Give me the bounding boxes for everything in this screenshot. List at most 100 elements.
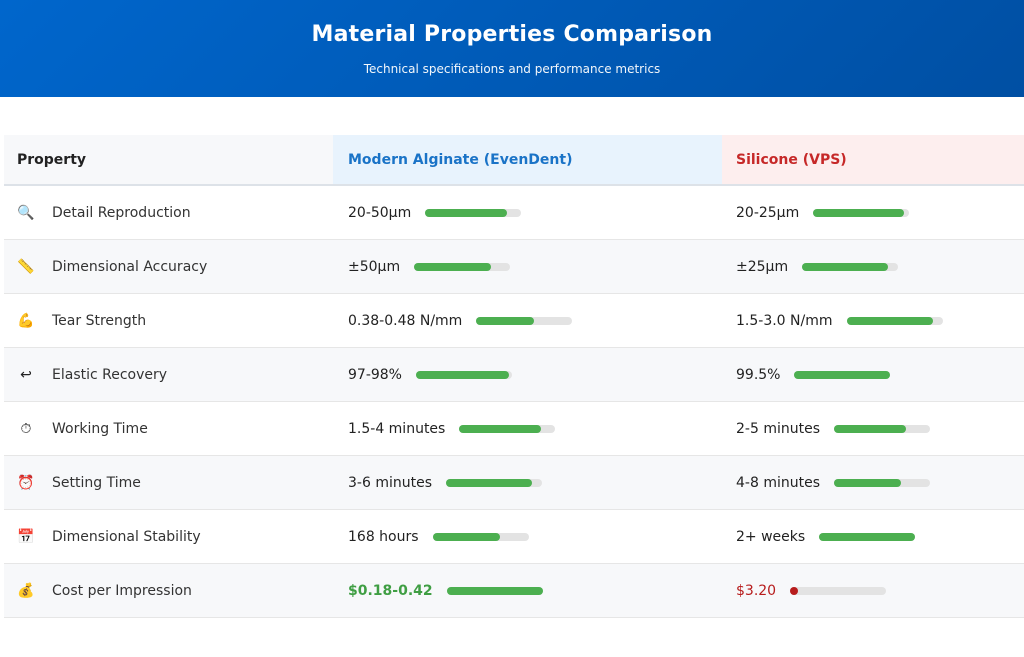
alginate-cell: 168 hours bbox=[333, 510, 722, 563]
alginate-cell: 3-6 minutes bbox=[333, 456, 722, 509]
table-row: ⏱ Working Time 1.5-4 minutes 2-5 minutes bbox=[4, 402, 1024, 456]
table-header-row: Property Modern Alginate (EvenDent) Sili… bbox=[4, 135, 1024, 186]
alginate-cell: 20-50µm bbox=[333, 186, 722, 239]
alginate-score-fill bbox=[446, 586, 543, 595]
alginate-value: 0.38-0.48 N/mm bbox=[348, 312, 463, 329]
alginate-score-fill bbox=[459, 424, 541, 433]
alginate-score-fill bbox=[446, 478, 533, 487]
alginate-score-fill bbox=[414, 262, 491, 271]
silicone-cell: 2-5 minutes bbox=[722, 402, 1024, 455]
alginate-score-bar bbox=[476, 316, 573, 325]
property-cell: ⏰ Setting Time bbox=[4, 456, 333, 509]
property-cell: 💪 Tear Strength bbox=[4, 294, 333, 347]
silicone-score-bar bbox=[794, 370, 891, 379]
magnifier-icon: 🔍 bbox=[17, 204, 35, 221]
silicone-score-bar bbox=[819, 532, 916, 541]
property-cell: ↩ Elastic Recovery bbox=[4, 348, 333, 401]
table-row: ⏰ Setting Time 3-6 minutes 4-8 minutes bbox=[4, 456, 1024, 510]
alginate-score-fill bbox=[425, 208, 507, 217]
page-subtitle: Technical specifications and performance… bbox=[363, 62, 661, 76]
calendar-icon: 📅 bbox=[17, 528, 35, 545]
alginate-value: 168 hours bbox=[348, 528, 419, 545]
alginate-cell: 0.38-0.48 N/mm bbox=[333, 294, 722, 347]
property-cell: 💰 Cost per Impression bbox=[4, 564, 333, 617]
alginate-score-bar bbox=[446, 586, 543, 595]
property-label: Dimensional Accuracy bbox=[52, 258, 208, 275]
silicone-value: 2+ weeks bbox=[736, 528, 806, 545]
alginate-cell: 1.5-4 minutes bbox=[333, 402, 722, 455]
page-title: Material Properties Comparison bbox=[311, 22, 713, 47]
silicone-value: ±25µm bbox=[736, 258, 789, 275]
silicone-cell: ±25µm bbox=[722, 240, 1024, 293]
property-label: Elastic Recovery bbox=[52, 366, 168, 383]
silicone-score-bar bbox=[834, 478, 930, 487]
silicone-score-bar bbox=[790, 586, 887, 595]
alginate-score-bar bbox=[446, 478, 542, 487]
property-label: Cost per Impression bbox=[52, 582, 192, 599]
alginate-cell: ±50µm bbox=[333, 240, 722, 293]
money-bag-icon: 💰 bbox=[17, 582, 35, 599]
silicone-value: 99.5% bbox=[736, 366, 781, 383]
stopwatch-icon: ⏱ bbox=[20, 420, 32, 437]
silicone-cell: 20-25µm bbox=[722, 186, 1024, 239]
table-row: 📅 Dimensional Stability 168 hours 2+ weeks bbox=[4, 510, 1024, 564]
silicone-score-fill bbox=[813, 208, 905, 217]
silicone-score-fill bbox=[794, 370, 891, 379]
silicone-score-fill bbox=[790, 586, 798, 595]
alginate-cell: $0.18-0.42 bbox=[333, 564, 722, 617]
alginate-value: 1.5-4 minutes bbox=[348, 420, 446, 437]
property-label: Setting Time bbox=[52, 474, 141, 491]
alginate-value: 97-98% bbox=[348, 366, 402, 383]
column-header-silicone: Silicone (VPS) bbox=[722, 135, 1024, 184]
table-row: 📏 Dimensional Accuracy ±50µm ±25µm bbox=[4, 240, 1024, 294]
silicone-cell: 99.5% bbox=[722, 348, 1024, 401]
table-row: 💰 Cost per Impression $0.18-0.42 $3.20 bbox=[4, 564, 1024, 618]
property-cell: ⏱ Working Time bbox=[4, 402, 333, 455]
page-header: Material Properties Comparison Technical… bbox=[0, 0, 1024, 97]
silicone-value: 1.5-3.0 N/mm bbox=[736, 312, 833, 329]
silicone-score-bar bbox=[813, 208, 910, 217]
alginate-value: ±50µm bbox=[348, 258, 401, 275]
silicone-cell: 2+ weeks bbox=[722, 510, 1024, 563]
alginate-score-bar bbox=[414, 262, 511, 271]
column-header-alginate: Modern Alginate (EvenDent) bbox=[333, 135, 722, 184]
alginate-cell: 97-98% bbox=[333, 348, 722, 401]
alginate-score-fill bbox=[476, 316, 534, 325]
silicone-score-fill bbox=[834, 424, 906, 433]
silicone-cell: 4-8 minutes bbox=[722, 456, 1024, 509]
alginate-score-fill bbox=[415, 370, 510, 379]
property-label: Tear Strength bbox=[52, 312, 147, 329]
silicone-score-fill bbox=[802, 262, 889, 271]
alginate-score-fill bbox=[432, 532, 500, 541]
alginate-score-bar bbox=[459, 424, 556, 433]
property-cell: 📅 Dimensional Stability bbox=[4, 510, 333, 563]
silicone-value: $3.20 bbox=[736, 582, 777, 599]
alarm-clock-icon: ⏰ bbox=[17, 474, 35, 491]
silicone-score-fill bbox=[834, 478, 902, 487]
silicone-value: 20-25µm bbox=[736, 204, 800, 221]
silicone-cell: 1.5-3.0 N/mm bbox=[722, 294, 1024, 347]
table-row: 🔍 Detail Reproduction 20-50µm 20-25µm bbox=[4, 186, 1024, 240]
flexed-biceps-icon: 💪 bbox=[17, 312, 35, 329]
silicone-value: 4-8 minutes bbox=[736, 474, 820, 491]
alginate-score-bar bbox=[425, 208, 522, 217]
silicone-cell: $3.20 bbox=[722, 564, 1024, 617]
alginate-score-bar bbox=[415, 370, 512, 379]
silicone-score-bar bbox=[834, 424, 930, 433]
property-label: Detail Reproduction bbox=[52, 204, 191, 221]
silicone-score-bar bbox=[802, 262, 899, 271]
alginate-value: $0.18-0.42 bbox=[348, 582, 433, 599]
property-cell: 🔍 Detail Reproduction bbox=[4, 186, 333, 239]
alginate-value: 20-50µm bbox=[348, 204, 412, 221]
ruler-icon: 📏 bbox=[17, 258, 35, 275]
property-cell: 📏 Dimensional Accuracy bbox=[4, 240, 333, 293]
alginate-value: 3-6 minutes bbox=[348, 474, 432, 491]
property-label: Working Time bbox=[52, 420, 148, 437]
alginate-score-bar bbox=[432, 532, 529, 541]
silicone-score-fill bbox=[846, 316, 933, 325]
table-row: 💪 Tear Strength 0.38-0.48 N/mm 1.5-3.0 N/mm bbox=[4, 294, 1024, 348]
table-row: ↩ Elastic Recovery 97-98% 99.5% bbox=[4, 348, 1024, 402]
property-label: Dimensional Stability bbox=[52, 528, 201, 545]
return-arrow-icon: ↩ bbox=[20, 366, 32, 383]
silicone-value: 2-5 minutes bbox=[736, 420, 820, 437]
